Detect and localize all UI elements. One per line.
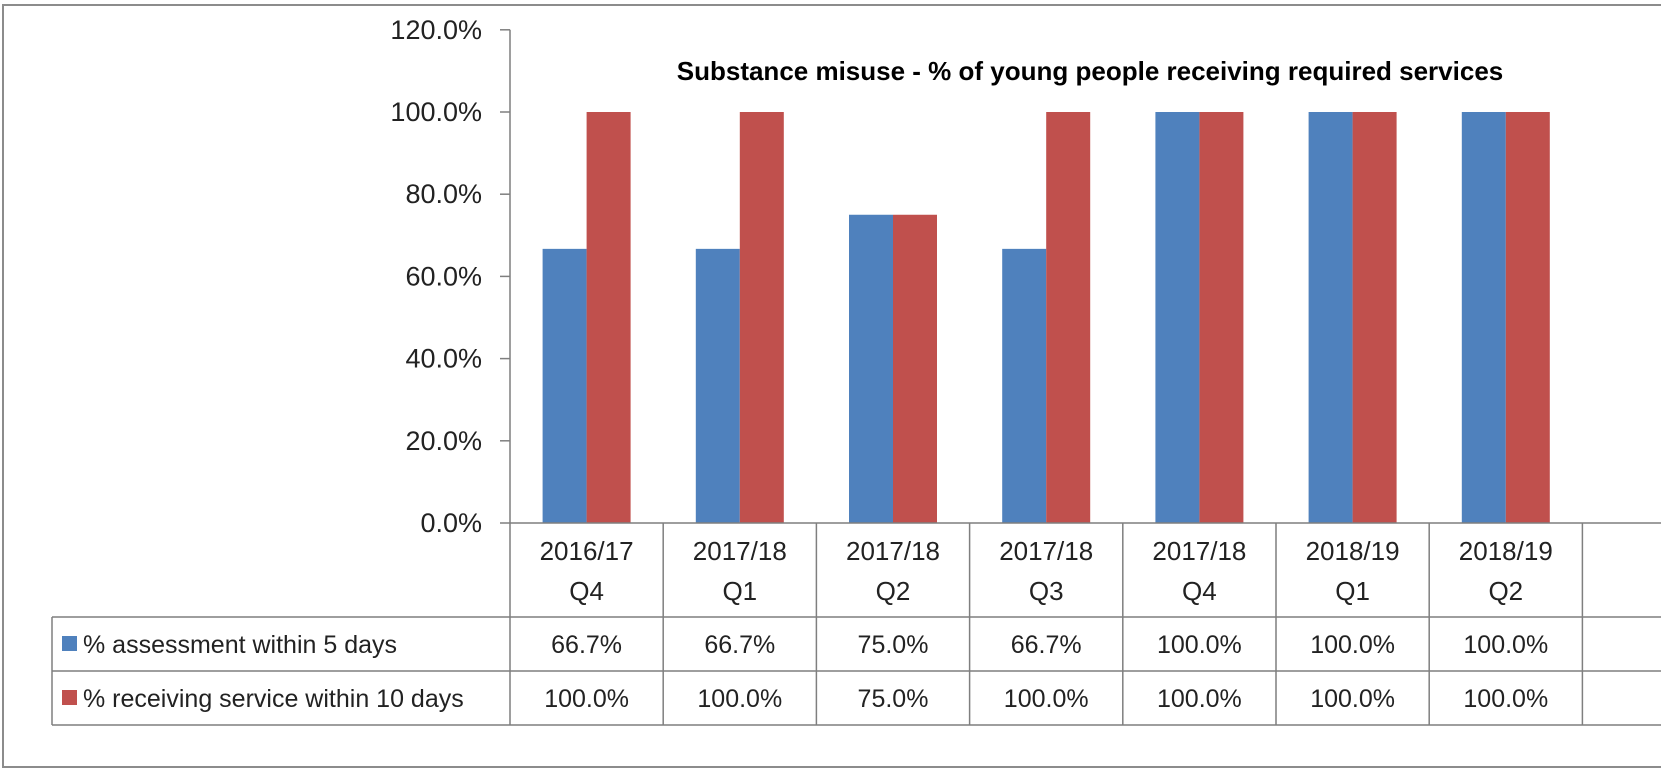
- bars-group: [542, 112, 1550, 523]
- data-table-value: 75.0%: [858, 685, 929, 713]
- bar-series-1: [695, 248, 740, 523]
- bar-series-2: [586, 112, 631, 523]
- x-category-label: 2017/18: [999, 536, 1093, 566]
- bar-series-1: [849, 214, 893, 523]
- x-category-label: Q1: [722, 576, 757, 606]
- y-tick-label: 0.0%: [420, 508, 482, 538]
- x-category-label: Q3: [1029, 576, 1064, 606]
- y-tick-label: 80.0%: [405, 179, 482, 209]
- data-table-value: 100.0%: [544, 685, 629, 713]
- data-table-value: 100.0%: [1310, 685, 1395, 713]
- x-category-label: Q2: [876, 576, 911, 606]
- data-table-value: 100.0%: [1463, 631, 1548, 659]
- data-table-value: 100.0%: [1157, 631, 1242, 659]
- legend-swatch: [62, 636, 77, 651]
- x-category-label: 2017/18: [693, 536, 787, 566]
- legend-label: % receiving service within 10 days: [83, 685, 464, 713]
- bar-series-2: [739, 112, 784, 523]
- bar-series-2: [893, 214, 937, 523]
- data-table-value: 100.0%: [1157, 685, 1242, 713]
- data-table-value: 66.7%: [704, 631, 775, 659]
- y-tick-label: 60.0%: [405, 261, 482, 291]
- bar-series-2: [1199, 112, 1244, 523]
- data-table-value: 100.0%: [1463, 685, 1548, 713]
- data-table-value: 100.0%: [1004, 685, 1089, 713]
- x-category-label: Q2: [1488, 576, 1523, 606]
- data-table-value: 66.7%: [1011, 631, 1082, 659]
- x-category-label: 2018/19: [1306, 536, 1400, 566]
- y-tick-label: 100.0%: [390, 97, 482, 127]
- data-table-value: 100.0%: [1310, 631, 1395, 659]
- bar-series-1: [1002, 248, 1047, 523]
- legend-label: % assessment within 5 days: [83, 631, 397, 659]
- data-table-value: 100.0%: [697, 685, 782, 713]
- data-table-value: 66.7%: [551, 631, 622, 659]
- x-category-label: Q1: [1335, 576, 1370, 606]
- x-category-label: 2016/17: [540, 536, 634, 566]
- bar-series-1: [542, 248, 587, 523]
- bar-series-2: [1505, 112, 1550, 523]
- bar-series-1: [1461, 112, 1506, 523]
- x-category-label: 2017/18: [846, 536, 940, 566]
- bar-series-1: [1308, 112, 1353, 523]
- chart-title: Substance misuse - % of young people rec…: [677, 56, 1504, 86]
- x-category-label: Q4: [1182, 576, 1217, 606]
- y-tick-label: 20.0%: [405, 426, 482, 456]
- y-tick-label: 120.0%: [390, 15, 482, 45]
- bar-series-2: [1046, 112, 1091, 523]
- legend-swatch: [62, 690, 77, 705]
- bar-series-2: [1352, 112, 1397, 523]
- data-table-value: 75.0%: [858, 631, 929, 659]
- data-table-group: 2016/17 Q4 2017/18 Q1 2017/18 Q2 2017/18 Q3 2017…: [51, 522, 1661, 726]
- y-tick-label: 40.0%: [405, 344, 482, 374]
- x-category-label: 2017/18: [1152, 536, 1246, 566]
- axis-group: 0.0% 20.0% 40.0% 60.0% 80.0% 100.0% 120.0%: [390, 15, 511, 538]
- x-category-label: 2018/19: [1459, 536, 1553, 566]
- x-category-label: Q4: [569, 576, 604, 606]
- bar-series-1: [1155, 112, 1200, 523]
